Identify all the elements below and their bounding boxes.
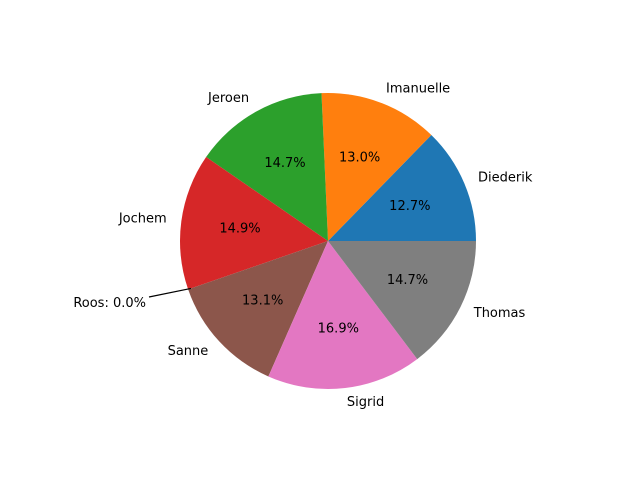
pct-label-imanuelle: 13.0% [339,151,380,166]
slice-diederik [328,135,476,241]
pct-label-diederik: 12.7% [389,199,430,214]
pct-label-sanne: 13.1% [242,294,283,309]
pct-label-roos: Roos: 0.0% [73,296,146,311]
slice-jochem [179,157,328,290]
pct-label-jeroen: 14.7% [264,156,305,171]
pie-slices [179,92,476,390]
leader-line-roos [148,287,192,298]
slice-thomas [328,241,476,360]
slice-imanuelle [321,92,432,241]
slice-label-sigrid: Sigrid [347,395,384,410]
pct-label-thomas: 14.7% [387,273,428,288]
slice-label-diederik: Diederik [478,170,533,185]
slice-label-jochem: Jochem [118,212,167,227]
pct-label-sigrid: 16.9% [318,322,359,337]
slice-label-thomas: Thomas [473,306,526,321]
pie-labels: Diederik 12.7% Imanuelle 13.0% Jeroen 14.7% Jo… [73,81,533,410]
pct-label-jochem: 14.9% [219,222,260,237]
slice-sanne [188,241,328,377]
slice-jeroen [206,93,328,241]
slice-label-sanne: Sanne [168,344,209,359]
slice-label-imanuelle: Imanuelle [386,81,450,96]
slice-sigrid [268,241,418,390]
slice-label-jeroen: Jeroen [207,91,249,106]
